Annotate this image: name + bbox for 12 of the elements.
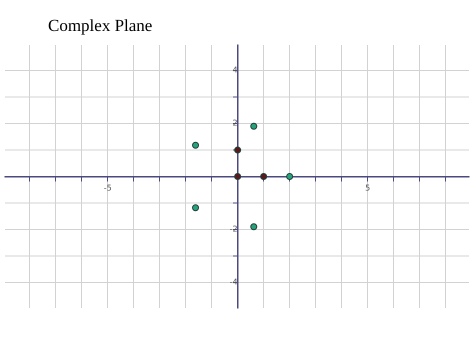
point bbox=[286, 173, 294, 180]
point bbox=[192, 204, 200, 212]
point bbox=[250, 223, 258, 230]
point bbox=[192, 142, 200, 149]
point bbox=[250, 122, 258, 130]
point bbox=[260, 173, 268, 180]
point bbox=[234, 146, 242, 154]
y-tick-label: -2 bbox=[230, 224, 238, 234]
chart-title: Complex Plane bbox=[48, 16, 152, 36]
point bbox=[234, 173, 242, 180]
x-tick-label: -5 bbox=[104, 183, 112, 192]
x-tick-label: 5 bbox=[365, 183, 370, 192]
